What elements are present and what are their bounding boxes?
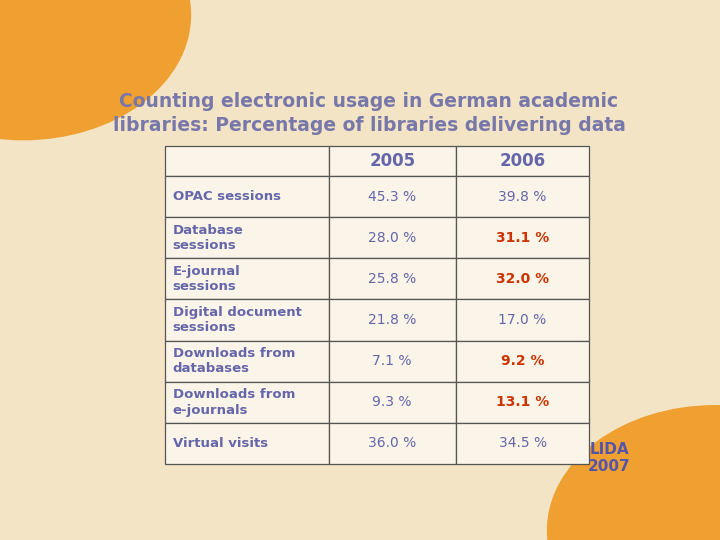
Bar	[166, 382, 328, 423]
Text: 7.1 %: 7.1 %	[372, 354, 412, 368]
Circle shape	[0, 0, 190, 140]
Bar	[456, 217, 590, 258]
Text: 17.0 %: 17.0 %	[498, 313, 546, 327]
Bar	[456, 258, 590, 300]
Text: 21.8 %: 21.8 %	[368, 313, 416, 327]
Bar	[328, 423, 456, 464]
Bar	[166, 176, 328, 217]
Bar	[166, 300, 328, 341]
Text: Digital document
sessions: Digital document sessions	[173, 306, 302, 334]
Bar	[456, 146, 590, 176]
Bar	[328, 341, 456, 382]
Bar	[328, 382, 456, 423]
Bar	[328, 258, 456, 300]
Text: 31.1 %: 31.1 %	[496, 231, 549, 245]
Bar	[166, 341, 328, 382]
Text: 13.1 %: 13.1 %	[496, 395, 549, 409]
Text: Downloads from
databases: Downloads from databases	[173, 347, 295, 375]
Bar	[166, 423, 328, 464]
Text: OPAC sessions: OPAC sessions	[173, 190, 281, 203]
Text: 39.8 %: 39.8 %	[498, 190, 546, 204]
Text: Downloads from
e-journals: Downloads from e-journals	[173, 388, 295, 416]
Bar	[328, 146, 456, 176]
Bar	[456, 300, 590, 341]
Text: 2005: 2005	[369, 152, 415, 170]
Bar	[328, 217, 456, 258]
Text: 9.2 %: 9.2 %	[501, 354, 544, 368]
Bar	[328, 300, 456, 341]
Text: 36.0 %: 36.0 %	[368, 436, 416, 450]
Text: Virtual visits: Virtual visits	[173, 437, 268, 450]
Circle shape	[548, 406, 720, 540]
Bar	[456, 382, 590, 423]
Text: 32.0 %: 32.0 %	[496, 272, 549, 286]
Text: 9.3 %: 9.3 %	[372, 395, 412, 409]
Bar	[456, 176, 590, 217]
Bar	[328, 176, 456, 217]
Bar	[166, 217, 328, 258]
Text: E-journal
sessions: E-journal sessions	[173, 265, 240, 293]
Bar	[166, 146, 328, 176]
Text: LIDA
2007: LIDA 2007	[588, 442, 630, 474]
Text: 28.0 %: 28.0 %	[368, 231, 416, 245]
Text: 25.8 %: 25.8 %	[368, 272, 416, 286]
Bar	[456, 341, 590, 382]
Text: Counting electronic usage in German academic
libraries: Percentage of libraries : Counting electronic usage in German acad…	[112, 92, 626, 135]
Bar	[166, 258, 328, 300]
Text: 34.5 %: 34.5 %	[498, 436, 546, 450]
Text: 2006: 2006	[500, 152, 546, 170]
Bar	[456, 423, 590, 464]
Text: 45.3 %: 45.3 %	[368, 190, 416, 204]
Text: Database
sessions: Database sessions	[173, 224, 243, 252]
